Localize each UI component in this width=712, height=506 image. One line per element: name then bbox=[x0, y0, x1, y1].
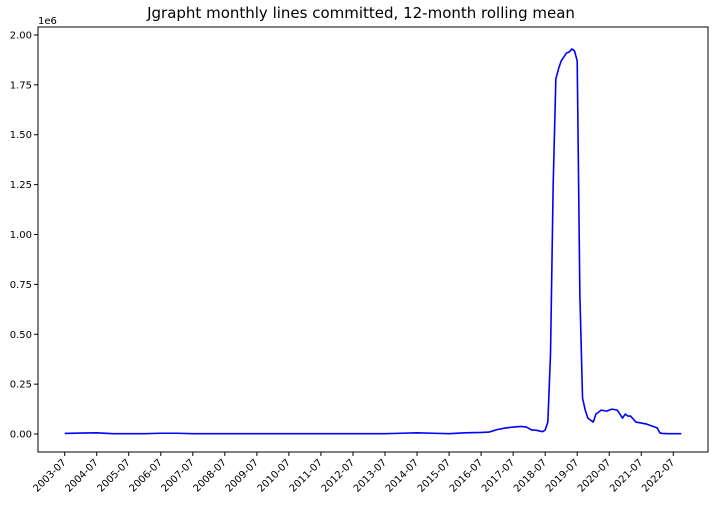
x-tick-label: 2004-07 bbox=[64, 457, 101, 494]
y-tick-label: 0.25 bbox=[10, 380, 32, 391]
x-tick-label: 2006-07 bbox=[128, 457, 165, 494]
x-tick-label: 2018-07 bbox=[512, 457, 549, 494]
y-tick-label: 0.50 bbox=[10, 330, 32, 341]
series-line bbox=[64, 48, 682, 435]
x-tick-label: 2005-07 bbox=[96, 457, 133, 494]
x-tick-label: 2008-07 bbox=[192, 457, 229, 494]
y-tick-label: 0.00 bbox=[10, 430, 32, 441]
x-tick-label: 2009-07 bbox=[224, 457, 261, 494]
x-tick-label: 2017-07 bbox=[480, 457, 517, 494]
x-tick-label: 2014-07 bbox=[384, 457, 421, 494]
y-axis: 0.00 0.25 0.50 0.75 1.00 1.25 1.50 1.75 2.00 bbox=[10, 30, 38, 441]
x-axis: 2003-072004-072005-072006-072007-072008-… bbox=[31, 452, 677, 495]
y-tick-label: 1.25 bbox=[10, 180, 32, 191]
x-tick-label: 2020-07 bbox=[576, 457, 613, 494]
x-tick-label: 2010-07 bbox=[256, 457, 293, 494]
x-tick-label: 2015-07 bbox=[416, 457, 453, 494]
x-tick-label: 2012-07 bbox=[320, 457, 357, 494]
y-axis-scale-label: 1e6 bbox=[38, 16, 57, 27]
y-tick-label: 0.75 bbox=[10, 280, 32, 291]
chart-title: Jgrapht monthly lines committed, 12-mont… bbox=[146, 4, 575, 22]
x-tick-label: 2011-07 bbox=[288, 457, 325, 494]
x-tick-label: 2016-07 bbox=[448, 457, 485, 494]
x-tick-label: 2021-07 bbox=[608, 457, 645, 494]
y-tick-label: 1.75 bbox=[10, 80, 32, 91]
x-tick-label: 2019-07 bbox=[544, 457, 581, 494]
x-tick-label: 2007-07 bbox=[160, 457, 197, 494]
x-tick-label: 2022-07 bbox=[640, 457, 677, 494]
y-tick-label: 2.00 bbox=[10, 30, 32, 41]
x-tick-label: 2013-07 bbox=[352, 457, 389, 494]
plot-frame bbox=[37, 26, 709, 453]
y-tick-label: 1.00 bbox=[10, 230, 32, 241]
series-layer bbox=[64, 48, 682, 435]
y-tick-label: 1.50 bbox=[10, 130, 32, 141]
x-tick-label: 2003-07 bbox=[31, 457, 68, 494]
